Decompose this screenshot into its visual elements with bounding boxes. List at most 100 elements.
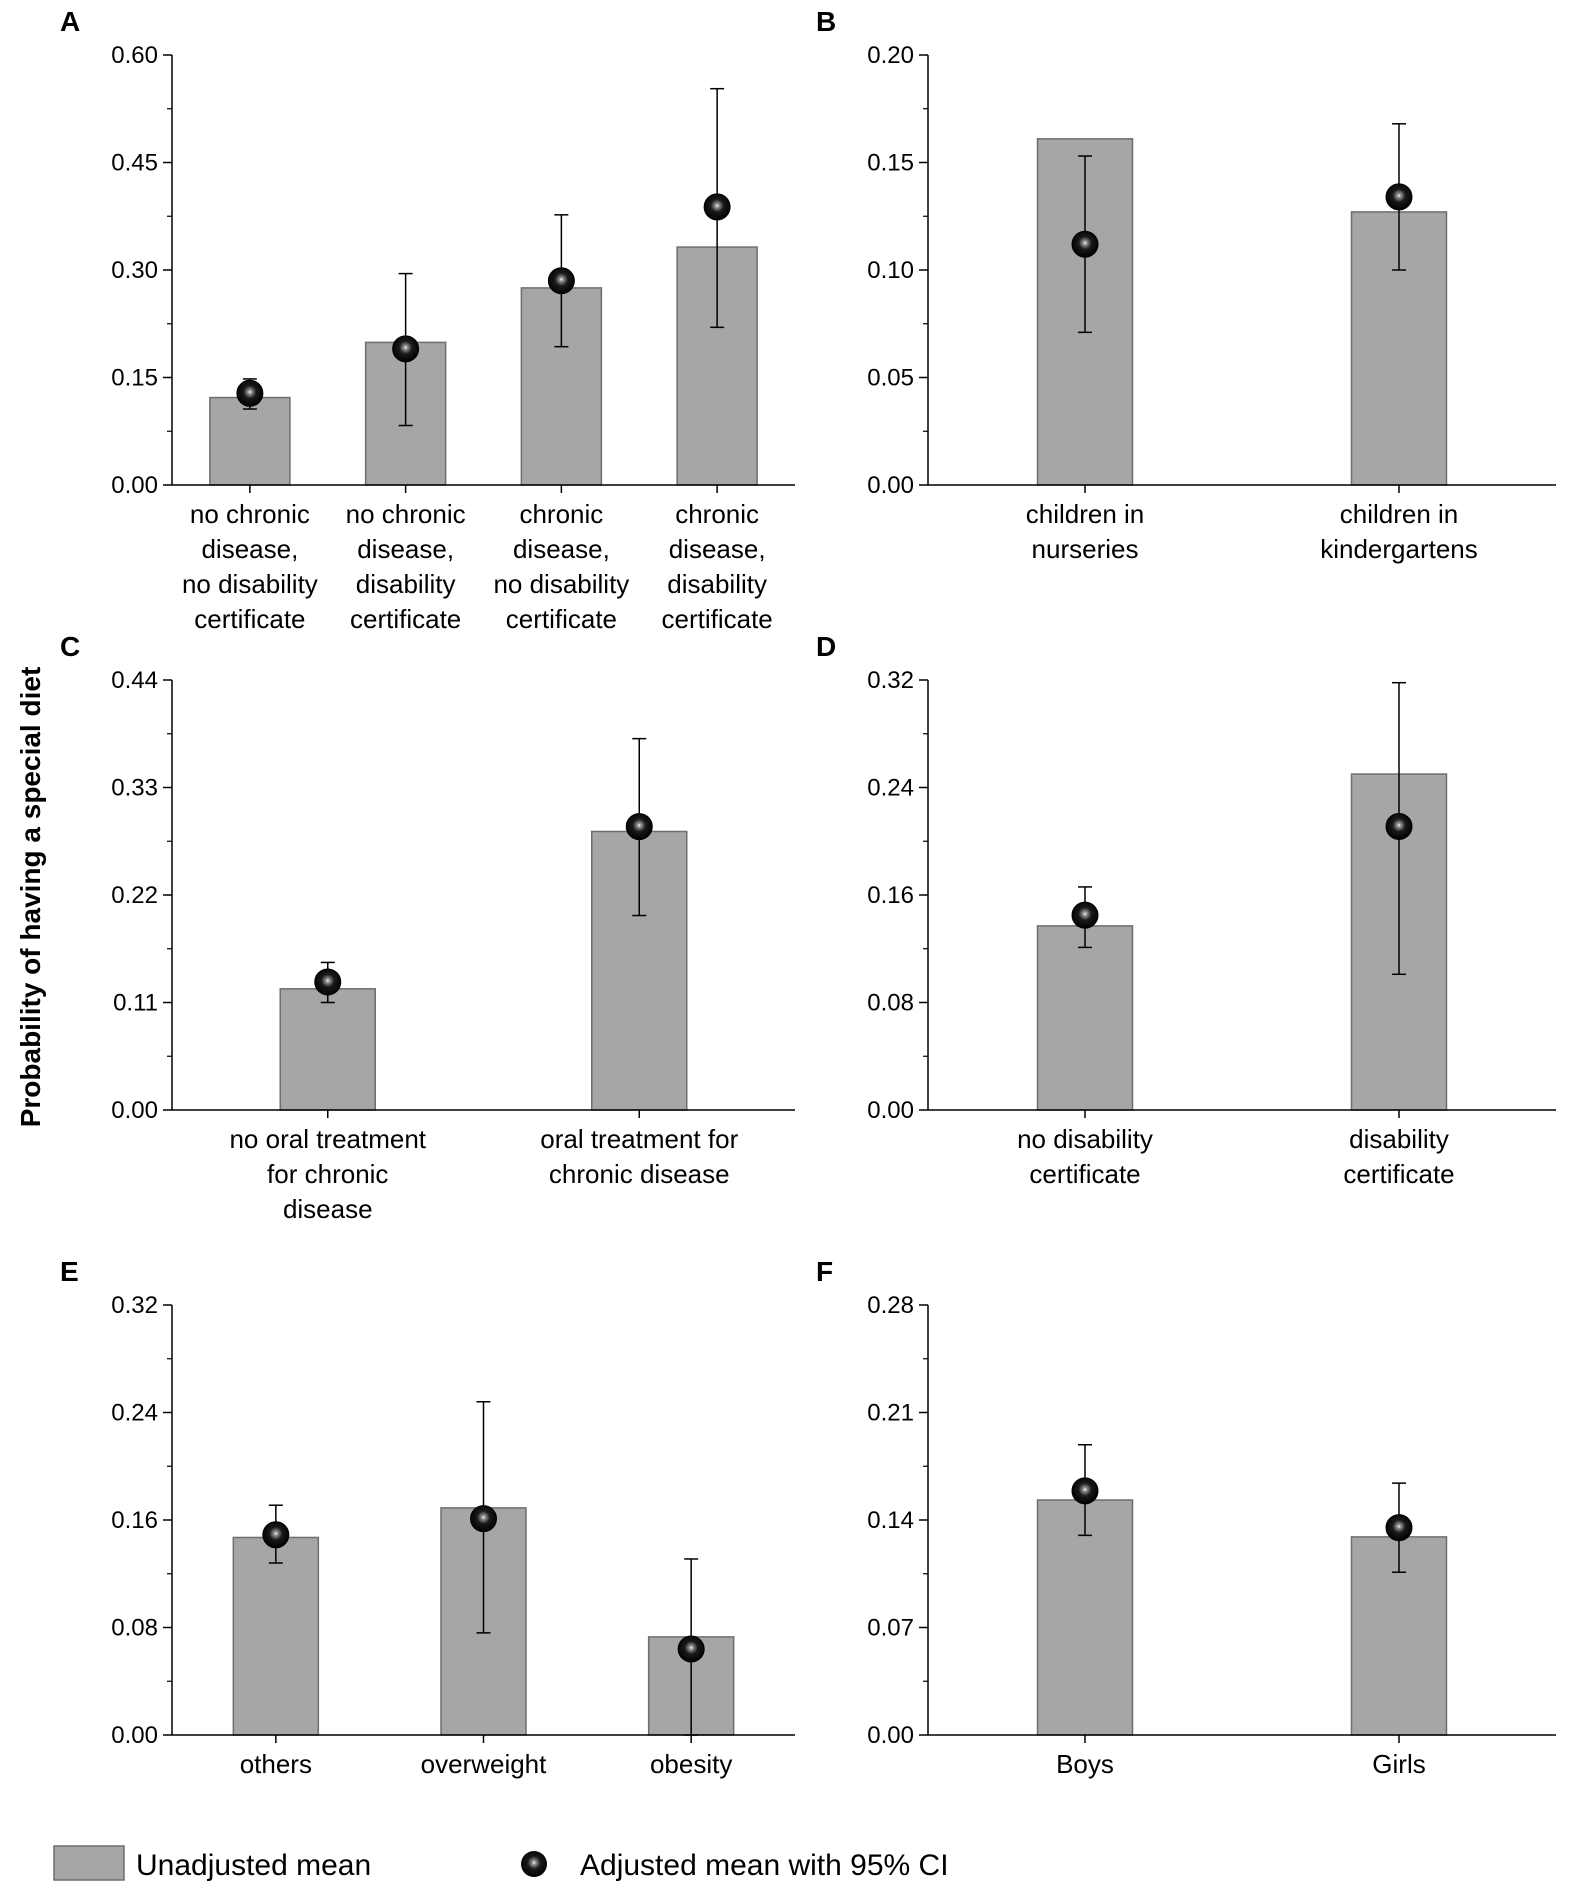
marker-adjusted-c-1 (625, 813, 653, 841)
y-tick-label-a-0: 0.00 (111, 472, 158, 499)
panel-b: B 0.00 0.05 0.10 0.15 0.20 children in nurserie… (816, 6, 1556, 564)
category-label-a-2-1: disease, (513, 534, 610, 564)
category-label-c-1-0: oral treatment for (540, 1124, 738, 1154)
category-label-d-1-1: certificate (1343, 1159, 1454, 1189)
legend-marker-swatch (521, 1851, 547, 1877)
category-label-a-0-1: disease, (201, 534, 298, 564)
category-label-a-3-0: chronic (675, 499, 759, 529)
category-label-a-0-3: certificate (194, 604, 305, 634)
legend-bar-swatch (53, 1845, 125, 1881)
y-tick-label-a-2: 0.30 (111, 257, 158, 284)
y-tick-label-a-4: 0.60 (111, 42, 158, 69)
y-tick-label-d-0: 0.00 (867, 1097, 914, 1124)
y-tick-label-b-0: 0.00 (867, 472, 914, 499)
y-tick-label-e-1: 0.08 (111, 1615, 158, 1642)
y-tick-label-e-4: 0.32 (111, 1292, 158, 1319)
y-tick-label-b-1: 0.05 (867, 365, 914, 392)
category-label-e-0-0: others (240, 1749, 312, 1779)
category-label-c-0-1: for chronic (267, 1159, 388, 1189)
y-tick-label-e-3: 0.24 (111, 1400, 158, 1427)
y-tick-label-c-4: 0.44 (111, 667, 158, 694)
legend: Unadjusted mean Adjusted mean with 95% C… (53, 1845, 949, 1882)
panel-f: F 0.00 0.07 0.14 0.21 0.28 Boys Girls (816, 1256, 1556, 1779)
y-tick-label-a-3: 0.45 (111, 150, 158, 177)
bar-unadjusted-c-0 (279, 988, 376, 1111)
marker-adjusted-b-0 (1071, 230, 1099, 258)
category-label-b-0-1: nurseries (1032, 534, 1139, 564)
panel-a: A 0.00 0.15 0.30 0.45 0.60 no chronic disease, n… (60, 6, 795, 634)
category-label-a-3-3: certificate (661, 604, 772, 634)
y-tick-label-c-2: 0.22 (111, 882, 158, 909)
y-tick-label-c-0: 0.00 (111, 1097, 158, 1124)
marker-adjusted-b-1 (1385, 183, 1413, 211)
marker-adjusted-c-0 (314, 968, 342, 996)
bar-unadjusted-a-0 (209, 396, 291, 486)
category-label-a-3-1: disease, (669, 534, 766, 564)
marker-adjusted-f-0 (1071, 1477, 1099, 1505)
legend-adjusted-label: Adjusted mean with 95% CI (580, 1849, 949, 1882)
y-tick-label-f-4: 0.28 (867, 1292, 914, 1319)
panel-e: E 0.00 0.08 0.16 0.24 0.32 others overweight obe… (60, 1256, 795, 1779)
y-tick-label-f-3: 0.21 (867, 1400, 914, 1427)
category-label-a-0-2: no disability (182, 569, 318, 599)
panel-letter-a: A (60, 6, 80, 37)
marker-adjusted-a-1 (392, 335, 420, 363)
category-label-f-0-0: Boys (1056, 1749, 1114, 1779)
panel-letter-d: D (816, 631, 836, 662)
marker-adjusted-e-0 (262, 1521, 290, 1549)
y-tick-label-b-3: 0.15 (867, 150, 914, 177)
category-label-a-1-2: disability (356, 569, 456, 599)
y-tick-label-c-1: 0.11 (113, 990, 158, 1017)
marker-adjusted-d-1 (1385, 812, 1413, 840)
category-label-a-2-0: chronic (519, 499, 603, 529)
marker-adjusted-e-2 (677, 1635, 705, 1663)
panel-letter-c: C (60, 631, 80, 662)
category-label-e-2-0: obesity (650, 1749, 732, 1779)
category-label-f-1-0: Girls (1372, 1749, 1425, 1779)
category-label-a-2-2: no disability (493, 569, 629, 599)
category-label-a-2-3: certificate (506, 604, 617, 634)
y-tick-label-b-4: 0.20 (867, 42, 914, 69)
y-tick-label-f-0: 0.00 (867, 1722, 914, 1749)
panel-letter-b: B (816, 6, 836, 37)
category-label-c-1-1: chronic disease (549, 1159, 730, 1189)
category-label-a-1-1: disease, (357, 534, 454, 564)
category-label-d-1-0: disability (1349, 1124, 1449, 1154)
legend-unadjusted-label: Unadjusted mean (136, 1849, 371, 1882)
panel-letter-f: F (816, 1256, 833, 1287)
y-tick-label-d-3: 0.24 (867, 775, 914, 802)
y-tick-label-f-2: 0.14 (867, 1507, 914, 1534)
marker-adjusted-a-0 (236, 379, 264, 407)
marker-adjusted-a-2 (547, 267, 575, 295)
y-tick-label-a-1: 0.15 (111, 365, 158, 392)
y-tick-label-c-3: 0.33 (111, 775, 158, 802)
category-label-d-0-0: no disability (1017, 1124, 1153, 1154)
y-tick-label-d-1: 0.08 (867, 990, 914, 1017)
category-label-b-1-0: children in (1340, 499, 1459, 529)
category-label-a-0-0: no chronic (190, 499, 310, 529)
y-tick-label-b-2: 0.10 (867, 257, 914, 284)
category-label-d-0-1: certificate (1029, 1159, 1140, 1189)
y-tick-label-e-2: 0.16 (111, 1507, 158, 1534)
category-label-b-1-1: kindergartens (1320, 534, 1478, 564)
bar-unadjusted-f-0 (1036, 1499, 1134, 1736)
marker-adjusted-d-0 (1071, 901, 1099, 929)
category-label-c-0-2: disease (283, 1194, 373, 1224)
y-tick-label-d-2: 0.16 (867, 882, 914, 909)
bar-unadjusted-d-0 (1036, 925, 1134, 1111)
category-label-a-1-0: no chronic (346, 499, 466, 529)
marker-adjusted-a-3 (703, 193, 731, 221)
category-label-e-1-0: overweight (421, 1749, 548, 1779)
panels: A 0.00 0.15 0.30 0.45 0.60 no chronic disease, n… (60, 6, 1556, 1779)
marker-adjusted-f-1 (1385, 1514, 1413, 1542)
category-label-a-1-3: certificate (350, 604, 461, 634)
y-tick-label-f-1: 0.07 (867, 1615, 914, 1642)
y-tick-label-d-4: 0.32 (867, 667, 914, 694)
marker-adjusted-e-1 (470, 1505, 497, 1533)
panel-c: C 0.00 0.11 0.22 0.33 0.44 no oral treatment fo… (60, 631, 795, 1224)
y-tick-label-e-0: 0.00 (111, 1722, 158, 1749)
category-label-c-0-0: no oral treatment (229, 1124, 426, 1154)
category-label-a-3-2: disability (667, 569, 767, 599)
bar-unadjusted-e-0 (232, 1536, 320, 1736)
